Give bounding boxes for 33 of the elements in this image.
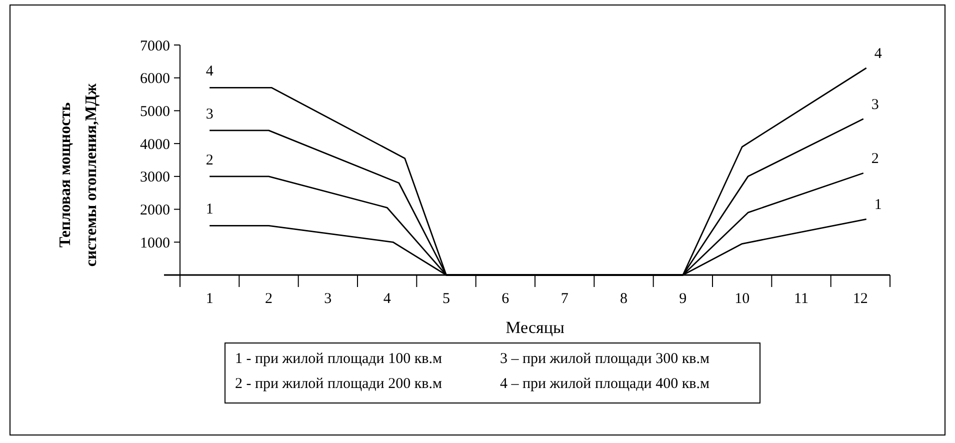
- y-tick-label: 3000: [140, 170, 170, 186]
- x-tick-label: 5: [442, 291, 450, 307]
- y-tick-label: 6000: [140, 71, 170, 88]
- y-axis-title: Тепловая мощность системы отопления,МДж: [57, 82, 100, 267]
- text: 3 – при жилой площади 300 кв.м: [500, 351, 710, 367]
- x-tick-label: 7: [560, 291, 569, 307]
- x-tick-label: 2: [265, 291, 272, 307]
- y-tick-label: 2000: [140, 202, 170, 219]
- x-axis-title: Месяцы: [506, 318, 565, 337]
- y-tick-label: 1000: [140, 235, 170, 252]
- series-label: 3: [206, 106, 214, 122]
- x-tick-label: 12: [852, 291, 868, 307]
- x-tick-label: 1: [206, 291, 214, 307]
- text: 3: [871, 96, 879, 113]
- x-tick-label: 10: [734, 291, 750, 307]
- text: 1: [874, 197, 882, 214]
- text: 2: [871, 151, 879, 168]
- text: 2 - при жилой площади 200 кв.м: [235, 376, 442, 392]
- x-tick-label: 4: [383, 291, 392, 307]
- text: 4: [874, 46, 882, 62]
- series-label: 2: [206, 152, 214, 168]
- y-tick-label: 7000: [140, 38, 170, 54]
- text: 4 – при жилой площади 400 кв.м: [500, 376, 710, 392]
- series-label: 1: [206, 202, 214, 218]
- y-tick-label: 5000: [140, 104, 170, 120]
- x-tick-label: 9: [679, 291, 687, 307]
- series-label: 4: [206, 64, 214, 80]
- x-tick-label: 8: [620, 291, 628, 307]
- x-tick-label: 6: [502, 291, 510, 307]
- x-tick-label: 3: [324, 291, 332, 307]
- x-tick-label: 11: [794, 291, 808, 307]
- text: 1 - при жилой площади 100 кв.м: [235, 351, 442, 367]
- y-tick-label: 4000: [140, 136, 170, 153]
